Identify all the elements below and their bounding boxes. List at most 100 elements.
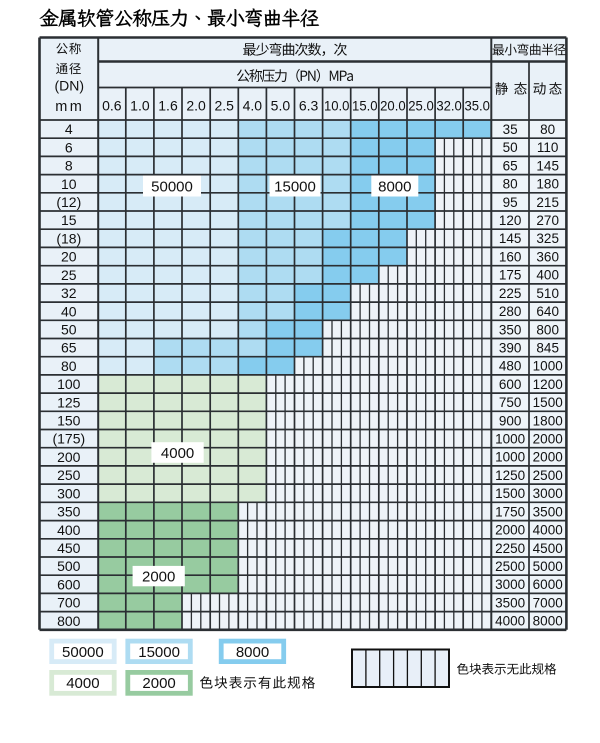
svg-text:225: 225 — [499, 286, 522, 301]
svg-text:65: 65 — [61, 340, 77, 356]
svg-text:20.0: 20.0 — [380, 98, 406, 114]
svg-text:1.0: 1.0 — [130, 98, 150, 114]
svg-text:2250: 2250 — [495, 541, 525, 556]
svg-text:500: 500 — [57, 558, 81, 574]
svg-text:510: 510 — [536, 286, 559, 301]
svg-text:32.0: 32.0 — [436, 98, 462, 114]
svg-text:700: 700 — [57, 595, 81, 611]
svg-text:32: 32 — [61, 285, 77, 301]
svg-text:1500: 1500 — [533, 395, 563, 410]
svg-text:1250: 1250 — [495, 468, 525, 483]
svg-text:10: 10 — [61, 176, 77, 192]
svg-text:2000: 2000 — [495, 523, 525, 538]
svg-text:3500: 3500 — [533, 504, 563, 519]
svg-text:2500: 2500 — [533, 468, 563, 483]
svg-text:8000: 8000 — [378, 178, 411, 195]
svg-text:6000: 6000 — [533, 577, 563, 592]
svg-text:175: 175 — [499, 268, 522, 283]
svg-text:215: 215 — [536, 195, 559, 210]
svg-text:600: 600 — [499, 377, 522, 392]
svg-text:mm: mm — [55, 99, 84, 115]
svg-text:1200: 1200 — [533, 377, 563, 392]
svg-text:25.0: 25.0 — [408, 98, 434, 114]
svg-text:(175): (175) — [52, 431, 85, 447]
svg-text:110: 110 — [537, 140, 559, 155]
svg-text:125: 125 — [57, 394, 81, 410]
svg-text:300: 300 — [57, 485, 81, 501]
svg-text:145: 145 — [536, 158, 559, 173]
svg-text:10.0: 10.0 — [324, 98, 350, 114]
svg-text:350: 350 — [499, 322, 522, 337]
svg-text:1000: 1000 — [495, 432, 525, 447]
svg-text:50: 50 — [61, 322, 77, 338]
svg-text:845: 845 — [536, 341, 559, 356]
svg-text:(DN): (DN) — [55, 78, 85, 94]
svg-text:1750: 1750 — [495, 504, 525, 519]
svg-text:4500: 4500 — [533, 541, 563, 556]
svg-text:480: 480 — [499, 359, 522, 374]
svg-text:40: 40 — [61, 303, 77, 319]
svg-text:640: 640 — [536, 304, 559, 319]
svg-text:8000: 8000 — [533, 614, 563, 629]
svg-text:95: 95 — [503, 195, 518, 210]
svg-text:50000: 50000 — [62, 644, 104, 661]
svg-text:800: 800 — [57, 613, 81, 629]
svg-text:150: 150 — [57, 413, 81, 429]
svg-text:280: 280 — [499, 304, 522, 319]
svg-text:50: 50 — [503, 140, 518, 155]
svg-text:325: 325 — [536, 231, 559, 246]
svg-text:400: 400 — [536, 268, 559, 283]
svg-text:15000: 15000 — [138, 644, 180, 661]
svg-text:1800: 1800 — [533, 413, 563, 428]
svg-text:80: 80 — [503, 177, 518, 192]
svg-text:1000: 1000 — [533, 359, 563, 374]
svg-text:145: 145 — [499, 231, 522, 246]
svg-text:8000: 8000 — [236, 644, 269, 661]
svg-text:80: 80 — [61, 358, 77, 374]
svg-text:250: 250 — [57, 467, 81, 483]
svg-text:350: 350 — [57, 504, 81, 520]
svg-text:400: 400 — [57, 522, 81, 538]
svg-text:1500: 1500 — [495, 486, 525, 501]
svg-text:(12): (12) — [56, 194, 81, 210]
svg-text:7000: 7000 — [533, 595, 563, 610]
svg-text:80: 80 — [540, 122, 555, 137]
svg-text:1000: 1000 — [495, 450, 525, 465]
svg-text:270: 270 — [536, 213, 559, 228]
svg-text:180: 180 — [536, 177, 559, 192]
svg-text:25: 25 — [61, 267, 77, 283]
svg-text:50000: 50000 — [151, 178, 193, 195]
svg-text:2000: 2000 — [142, 675, 175, 692]
svg-text:2500: 2500 — [495, 559, 525, 574]
svg-text:390: 390 — [499, 341, 522, 356]
svg-text:3000: 3000 — [533, 486, 563, 501]
svg-text:900: 900 — [499, 413, 522, 428]
svg-text:360: 360 — [536, 250, 559, 265]
svg-text:0.6: 0.6 — [102, 98, 122, 114]
svg-text:5.0: 5.0 — [271, 98, 291, 114]
svg-text:4000: 4000 — [495, 614, 525, 629]
svg-text:5000: 5000 — [533, 559, 563, 574]
svg-text:20: 20 — [61, 249, 77, 265]
svg-text:2000: 2000 — [533, 450, 563, 465]
svg-text:15000: 15000 — [274, 178, 316, 195]
svg-text:65: 65 — [503, 158, 518, 173]
svg-text:4000: 4000 — [66, 675, 99, 692]
svg-text:2000: 2000 — [142, 568, 175, 585]
svg-text:8: 8 — [65, 158, 73, 174]
svg-text:600: 600 — [57, 576, 81, 592]
svg-text:750: 750 — [499, 395, 522, 410]
svg-text:3000: 3000 — [495, 577, 525, 592]
svg-text:6: 6 — [65, 139, 73, 155]
svg-text:160: 160 — [499, 250, 522, 265]
svg-text:15.0: 15.0 — [352, 98, 378, 114]
svg-text:1.6: 1.6 — [158, 98, 178, 114]
svg-text:800: 800 — [536, 322, 559, 337]
svg-text:35.0: 35.0 — [464, 98, 490, 114]
svg-text:(18): (18) — [56, 230, 81, 246]
svg-text:15: 15 — [61, 212, 77, 228]
svg-text:4: 4 — [65, 121, 73, 137]
svg-text:450: 450 — [57, 540, 81, 556]
svg-text:200: 200 — [57, 449, 81, 465]
svg-text:120: 120 — [499, 213, 522, 228]
